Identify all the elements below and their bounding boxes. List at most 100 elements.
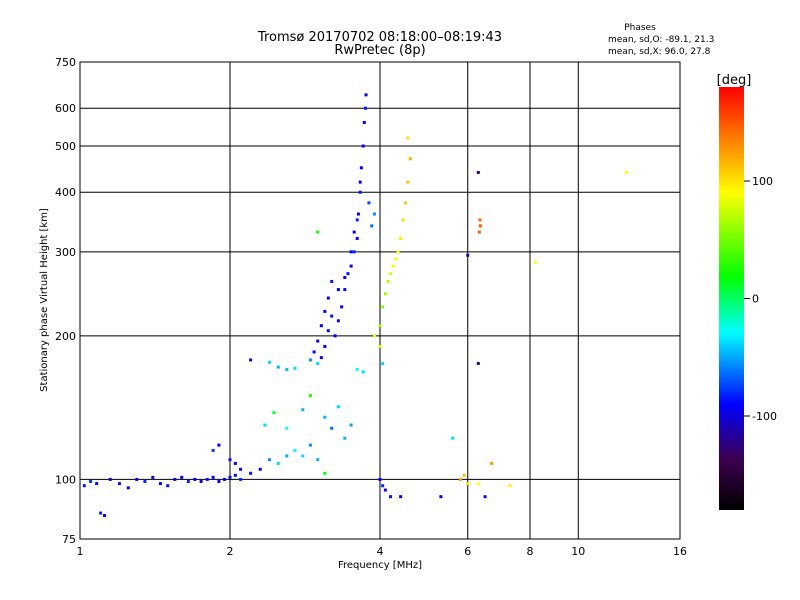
phase-stats-o: mean, sd,O: -89.1, 21.3 [608,35,714,45]
data-point [458,477,462,481]
data-point [476,482,480,486]
data-point [316,458,320,462]
data-point [267,360,271,364]
data-point [389,272,393,276]
data-point [319,356,323,360]
data-point [391,264,395,268]
data-point [343,436,347,440]
data-point [406,180,410,184]
data-point [406,136,410,140]
data-point [223,477,227,481]
x-tick-label: 4 [377,545,384,558]
data-point [476,361,480,365]
data-point [483,495,487,499]
x-tick-label: 2 [227,545,234,558]
y-tick-label: 200 [55,330,76,343]
data-point [352,250,356,254]
data-point [99,511,103,515]
data-point [370,224,374,228]
data-point [396,250,400,254]
data-point [355,236,359,240]
data-point [228,458,232,462]
data-point [330,426,334,430]
data-point [276,365,280,369]
phases-label: Phases [624,23,656,33]
data-point [336,405,340,409]
data-point [359,166,363,170]
data-point [381,305,385,309]
y-tick-label: 500 [55,140,76,153]
data-point [625,170,629,174]
data-point [233,461,237,465]
colorbar-unit-label: [deg] [717,73,752,88]
data-point [361,370,365,374]
data-point [312,350,316,354]
data-point [373,334,377,338]
x-axis-ticks: 1 2 4 6 8 10 16 [77,545,688,558]
data-point [383,488,387,492]
data-point [293,448,297,452]
data-point [126,486,130,490]
y-tick-label: 400 [55,186,76,199]
data-point [478,218,482,222]
data-point [316,230,320,234]
data-point [316,339,320,343]
data-point [346,272,350,276]
data-point [276,461,280,465]
data-point [158,482,162,486]
data-point [466,253,470,257]
data-point [117,482,121,486]
data-point [285,426,289,430]
data-point [340,305,344,309]
data-point [364,93,368,97]
data-point [323,471,327,475]
y-tick-label: 600 [55,102,76,115]
colorbar-ticks: 100 0 -100 [744,175,777,423]
data-point [386,279,390,283]
data-point [151,475,155,479]
data-point [308,358,312,362]
y-tick-label: 750 [55,56,76,69]
data-point [217,479,221,483]
data-point [326,296,330,300]
data-point [330,279,334,283]
data-point [439,495,443,499]
data-point [408,157,412,161]
data-point [323,344,327,348]
data-point [355,367,359,371]
data-point [333,334,337,338]
data-point [363,106,367,110]
y-tick-label: 300 [55,246,76,259]
data-point [82,484,86,488]
data-point [381,484,385,488]
colorbar-tick-label: 100 [752,175,773,188]
data-point [319,324,323,328]
data-point [399,236,403,240]
colorbar-tick-label: 0 [752,293,759,306]
data-point [362,121,366,125]
data-point [394,257,398,261]
data-point [263,423,267,427]
data-point [378,324,382,328]
data-point [199,479,203,483]
data-point [249,358,253,362]
x-tick-label: 6 [464,545,471,558]
data-point [478,224,482,228]
data-point [403,201,407,205]
data-point [308,393,312,397]
data-point [180,475,184,479]
data-point [217,443,221,447]
data-point [349,264,353,268]
data-point [193,477,197,481]
x-tick-label: 10 [571,545,585,558]
data-point [367,201,371,205]
data-point [323,415,327,419]
colorbar [719,87,744,510]
data-point [323,309,327,313]
data-point [293,366,297,370]
data-point [349,423,353,427]
plot-frame [79,61,681,540]
chart-title: Tromsø 20170702 08:18:00–08:19:43 [257,30,502,45]
data-point [330,314,334,318]
data-point [272,411,276,415]
